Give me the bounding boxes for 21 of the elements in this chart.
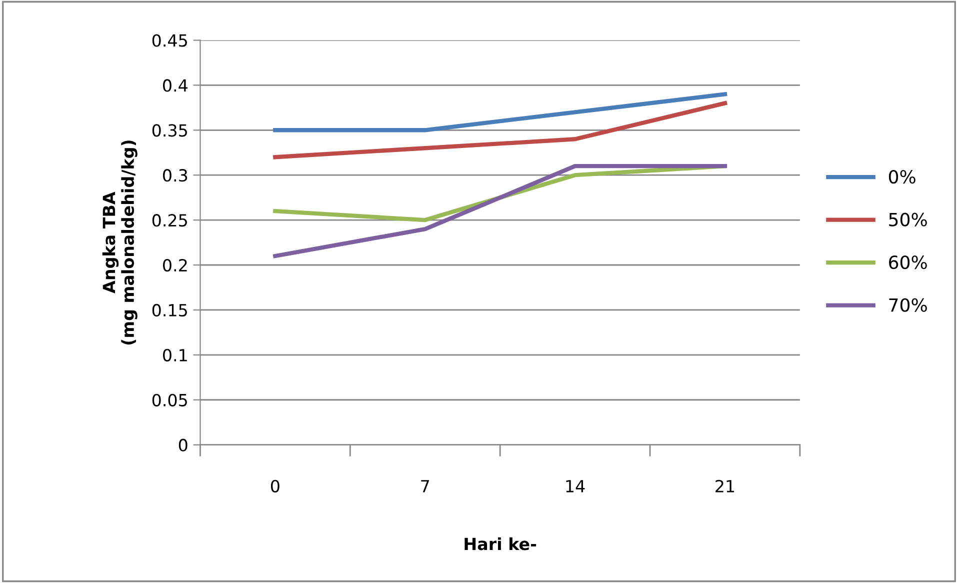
x-tick-label: 0 bbox=[270, 480, 280, 492]
line-series bbox=[273, 101, 728, 160]
y-tick-label: 0.25 bbox=[152, 214, 187, 227]
x-tick-label: 7 bbox=[421, 480, 429, 492]
y-tick-label: 0.35 bbox=[152, 124, 187, 137]
y-tick-label: 0.1 bbox=[163, 348, 187, 362]
y-tick-label: 0.4 bbox=[163, 79, 188, 92]
y-tick-label: 0.15 bbox=[152, 304, 187, 317]
legend-label: 70% bbox=[889, 298, 927, 312]
legend-label: 60% bbox=[889, 255, 927, 270]
y-tick-label: 0.45 bbox=[152, 34, 187, 47]
legend-label: 0% bbox=[888, 170, 916, 184]
y-tick-label: 0.2 bbox=[163, 258, 187, 272]
x-tick-label: 14 bbox=[566, 480, 585, 492]
y-tick-label: 0.05 bbox=[152, 394, 187, 406]
y-tick-label: 0 bbox=[178, 438, 188, 452]
x-tick-label: 21 bbox=[716, 480, 734, 492]
x-axis-title: Hari ke- bbox=[464, 537, 536, 550]
legend-label: 50% bbox=[889, 212, 927, 226]
y-tick-label: 0.3 bbox=[163, 169, 188, 182]
y-axis-title: Angka TBA (mg malonaldehid/kg) bbox=[102, 140, 138, 344]
